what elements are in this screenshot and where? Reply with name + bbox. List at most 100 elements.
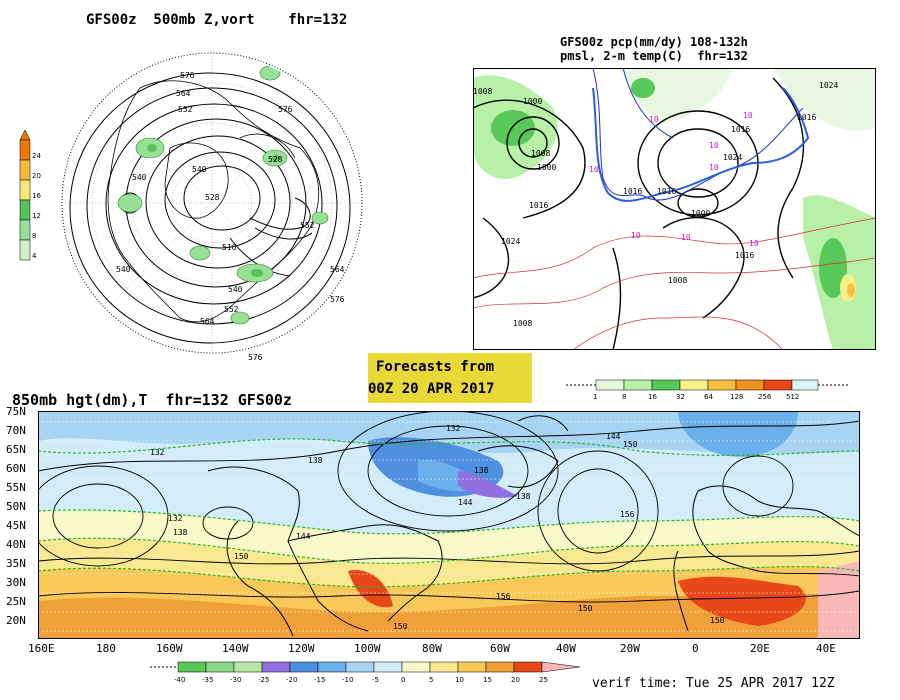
lon-label: 60W (490, 642, 510, 655)
height-label: 144 (606, 432, 621, 441)
isobar-label: 1016 (529, 201, 548, 210)
isobar-label: 1024 (723, 153, 742, 162)
height-label: 138 (474, 466, 489, 475)
precip-colorbar-label: 1 (593, 393, 597, 401)
temp-colorbar-label: 0 (401, 676, 405, 684)
height-label: 156 (496, 592, 511, 601)
height-label: 132 (168, 514, 183, 523)
lat-label: 30N (6, 576, 26, 589)
lat-label: 65N (6, 443, 26, 456)
lat-label: 50N (6, 500, 26, 513)
temp-colorbar-label: 20 (511, 676, 520, 684)
temp-colorbar-label: -15 (314, 676, 325, 684)
polar-colorbar-label: 20 (32, 172, 41, 180)
lon-label: 0 (692, 642, 699, 655)
polar-contour-label: 576 (330, 295, 345, 304)
precip-title-line2: pmsl, 2-m temp(C) fhr=132 (560, 49, 748, 63)
isobar-label: 1024 (819, 81, 838, 90)
lat-label: 60N (6, 462, 26, 475)
precip-colorbar-label: 256 (758, 393, 772, 401)
temp-colorbar-label: 15 (483, 676, 492, 684)
isobar-label: 1016 (731, 125, 750, 134)
precip-colorbar-label: 64 (704, 393, 713, 401)
height-label: 150 (578, 604, 593, 613)
polar-colorbar-label: 16 (32, 192, 41, 200)
isobar-label: 1016 (797, 113, 816, 122)
precip-colorbar-label: 8 (622, 393, 626, 401)
lat-label: 20N (6, 614, 26, 627)
temp-colorbar-label: -25 (258, 676, 269, 684)
lon-label: 20W (620, 642, 640, 655)
isobar-label: 1008 (668, 276, 687, 285)
isobar-label: 1000 (523, 97, 542, 106)
lat-label: 70N (6, 424, 26, 437)
temp-colorbar-label: -10 (342, 676, 353, 684)
precip-colorbar-label: 32 (676, 393, 685, 401)
temp-colorbar-label: -35 (202, 676, 213, 684)
precip-colorbar-label: 16 (648, 393, 657, 401)
polar-colorbar-label: 8 (32, 232, 36, 240)
polar-contour-label: 552 (300, 221, 315, 230)
polar-contour-label: 552 (224, 305, 239, 314)
isobar-label: 1000 (691, 209, 710, 218)
polar-contour-label: 540 (132, 173, 147, 182)
forecast-banner: Forecasts from 00Z 20 APR 2017 (368, 353, 532, 403)
height-label: 138 (173, 528, 188, 537)
lon-label: 160W (156, 642, 183, 655)
height-label: 150 (234, 552, 249, 561)
temp-colorbar-label: -40 (174, 676, 185, 684)
height-label: 132 (446, 424, 461, 433)
temp-colorbar-label: -30 (230, 676, 241, 684)
lat-label: 35N (6, 557, 26, 570)
polar-contour-label: 540 (192, 165, 207, 174)
precip-colorbar-label: 128 (730, 393, 743, 401)
temp-label: 10 (749, 239, 759, 248)
verif-time: verif time: Tue 25 APR 2017 12Z (592, 676, 835, 691)
lat-label: 75N (6, 405, 26, 418)
banner-line1: Forecasts from (376, 359, 495, 375)
isobar-label: 1024 (501, 237, 520, 246)
temp-label: 10 (743, 111, 753, 120)
polar-contour-label: 576 (278, 105, 293, 114)
isobar-label: 1000 (537, 163, 556, 172)
temp-colorbar: -40 -35 -30 -25 -20 -15 -10 -5 0 5 10 15… (150, 661, 581, 684)
polar-colorbar-label: 12 (32, 212, 41, 220)
850mb-map: 132 132 138 144 138 150 156 150 144 138 … (38, 411, 860, 639)
temp-label: 10 (709, 163, 719, 172)
temp-colorbar-label: 10 (455, 676, 464, 684)
polar-contour-label: 576 (248, 353, 263, 362)
850mb-title: 850mb hgt(dm),T fhr=132 GFS00z (12, 391, 292, 409)
isobar-label: 1008 (531, 149, 550, 158)
lon-label: 100W (354, 642, 381, 655)
lon-label: 140W (222, 642, 249, 655)
temp-label: 10 (709, 141, 719, 150)
lon-label: 120W (288, 642, 315, 655)
isobar-label: 1008 (473, 87, 492, 96)
temp-colorbar-label: 5 (429, 676, 433, 684)
height-label: 150 (393, 622, 408, 631)
lon-label: 80W (422, 642, 442, 655)
height-label: 144 (296, 532, 311, 541)
precip-colorbar: 1 8 16 32 64 128 256 512 (566, 379, 848, 401)
precip-pmsl-map: 1008 1000 1000 1016 1008 1024 1016 1016 … (473, 68, 876, 350)
polar-contour-label: 564 (330, 265, 345, 274)
polar-contour-label: 564 (200, 317, 215, 326)
banner-line2: 00Z 20 APR 2017 (368, 381, 495, 397)
lon-label: 40E (816, 642, 836, 655)
lat-label: 25N (6, 595, 26, 608)
height-label: 144 (458, 498, 473, 507)
isobar-label: 1016 (735, 251, 754, 260)
height-label: 132 (150, 448, 165, 457)
temp-label: 10 (649, 115, 659, 124)
precip-title-line1: GFS00z pcp(mm/dy) 108-132h (560, 35, 748, 49)
isobar-label: 1016 (657, 187, 676, 196)
temp-colorbar-label: -20 (286, 676, 297, 684)
isobar-label: 1016 (623, 187, 642, 196)
polar-500mb-map: 576 564 576 552 540 528 516 540 540 552 … (61, 52, 363, 362)
polar-colorbar: 24 20 16 12 8 4 (19, 130, 41, 261)
isobar-label: 1008 (513, 319, 532, 328)
height-label: 156 (620, 510, 635, 519)
polar-contour-label: 540 (116, 265, 131, 274)
polar-contour-label: 516 (222, 243, 237, 252)
lon-label: 160E (28, 642, 55, 655)
